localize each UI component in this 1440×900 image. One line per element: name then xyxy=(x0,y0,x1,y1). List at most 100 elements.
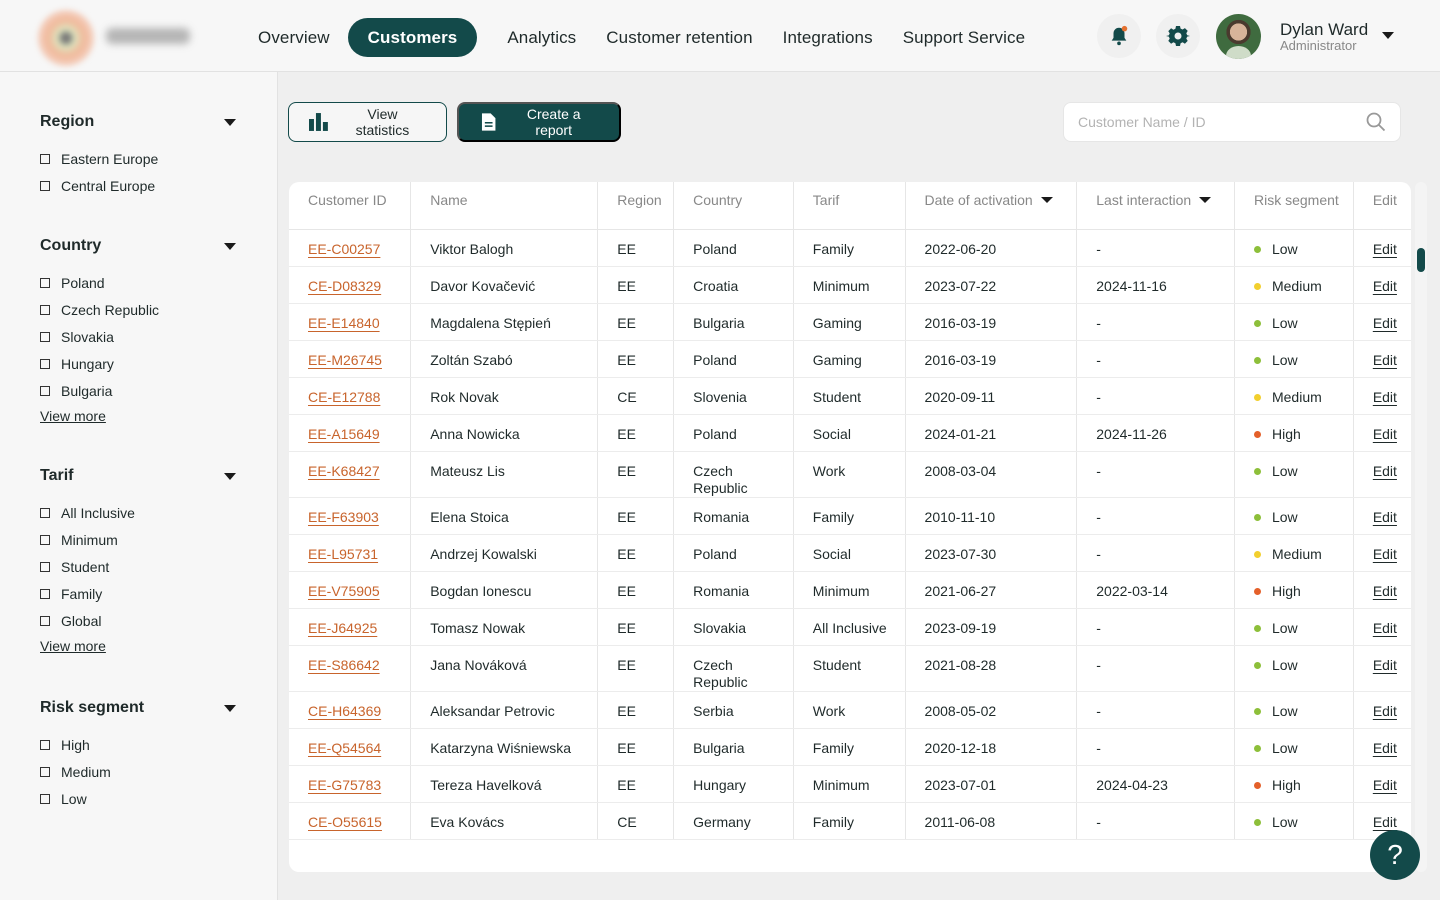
create-report-button[interactable]: Create a report xyxy=(457,102,621,142)
customer-id-link[interactable]: CE-D08329 xyxy=(308,277,382,294)
edit-link[interactable]: Edit xyxy=(1372,425,1397,442)
table-row[interactable]: EE-F63903 Elena Stoica EE Romania Family 2010… xyxy=(289,497,1411,535)
user-menu-chevron-down-icon[interactable] xyxy=(1382,32,1394,39)
nav-customer-retention[interactable]: Customer retention xyxy=(606,28,753,47)
table-row[interactable]: EE-A15649 Anna Nowicka EE Poland Social 2024-… xyxy=(289,414,1411,452)
checkbox[interactable] xyxy=(40,385,50,396)
customer-id-link[interactable]: EE-K68427 xyxy=(308,462,380,479)
customer-id-link[interactable]: EE-G75783 xyxy=(308,776,382,793)
settings-button[interactable] xyxy=(1156,14,1200,58)
table-row[interactable]: CE-O55615 Eva Kovács CE Germany Family 2011-0… xyxy=(289,802,1411,840)
filter-option-hungary[interactable]: Hungary xyxy=(40,350,236,377)
table-row[interactable]: CE-H64369 Aleksandar Petrovic EE Serbia Work… xyxy=(289,691,1411,729)
filter-option-eastern-europe[interactable]: Eastern Europe xyxy=(40,145,236,172)
customer-id-link[interactable]: CE-E12788 xyxy=(308,388,381,405)
edit-link[interactable]: Edit xyxy=(1372,351,1397,368)
filter-option-low[interactable]: Low xyxy=(40,785,236,812)
table-row[interactable]: CE-D08329 Davor Kovačević EE Croatia Minimum… xyxy=(289,266,1411,304)
customer-id-link[interactable]: EE-Q54564 xyxy=(308,739,382,756)
nav-customers[interactable]: Customers xyxy=(347,18,478,57)
filter-option-student[interactable]: Student xyxy=(40,553,236,580)
checkbox[interactable] xyxy=(40,358,50,369)
checkbox[interactable] xyxy=(40,766,50,777)
customer-id-link[interactable]: EE-E14840 xyxy=(308,314,380,331)
filter-option-family[interactable]: Family xyxy=(40,580,236,607)
filter-group-header[interactable]: Country xyxy=(40,236,236,256)
customer-id-link[interactable]: CE-O55615 xyxy=(308,813,382,830)
customer-id-link[interactable]: EE-S86642 xyxy=(308,656,380,673)
brand-logo[interactable] xyxy=(38,10,94,66)
nav-support-service[interactable]: Support Service xyxy=(902,28,1026,47)
edit-link[interactable]: Edit xyxy=(1372,739,1397,756)
user-name[interactable]: Dylan Ward xyxy=(1280,20,1369,39)
customer-id-link[interactable]: CE-H64369 xyxy=(308,702,382,719)
checkbox[interactable] xyxy=(40,588,50,599)
table-row[interactable]: EE-V75905 Bogdan Ionescu EE Romania Minimum 2… xyxy=(289,571,1411,609)
checkbox[interactable] xyxy=(40,534,50,545)
notifications-button[interactable] xyxy=(1097,14,1141,58)
table-row[interactable]: EE-M26745 Zoltán Szabó EE Poland Gaming 2016-… xyxy=(289,340,1411,378)
table-scrollbar-thumb[interactable] xyxy=(1417,248,1425,272)
chevron-down-icon[interactable] xyxy=(224,472,236,480)
edit-link[interactable]: Edit xyxy=(1372,702,1397,719)
edit-link[interactable]: Edit xyxy=(1372,277,1397,294)
filter-option-global[interactable]: Global xyxy=(40,607,236,634)
edit-link[interactable]: Edit xyxy=(1372,582,1397,599)
sort-chevron-down-icon[interactable] xyxy=(1040,197,1053,204)
edit-link[interactable]: Edit xyxy=(1372,656,1397,673)
table-scrollbar-track[interactable] xyxy=(1415,182,1427,872)
checkbox[interactable] xyxy=(40,507,50,518)
filter-option-slovakia[interactable]: Slovakia xyxy=(40,323,236,350)
table-row[interactable]: EE-Q54564 Katarzyna Wiśniewska EE Bulgaria F… xyxy=(289,728,1411,766)
edit-link[interactable]: Edit xyxy=(1372,776,1397,793)
filter-option-minimum[interactable]: Minimum xyxy=(40,526,236,553)
checkbox[interactable] xyxy=(40,793,50,804)
table-row[interactable]: EE-L95731 Andrzej Kowalski EE Poland Social 2… xyxy=(289,534,1411,572)
checkbox[interactable] xyxy=(40,277,50,288)
chevron-down-icon[interactable] xyxy=(224,242,236,250)
filter-option-high[interactable]: High xyxy=(40,731,236,758)
table-row[interactable]: CE-E12788 Rok Novak CE Slovenia Student 2020-… xyxy=(289,377,1411,415)
table-row[interactable]: EE-C00257 Viktor Balogh EE Poland Family 2022… xyxy=(289,229,1411,267)
edit-link[interactable]: Edit xyxy=(1372,388,1397,405)
customer-id-link[interactable]: EE-A15649 xyxy=(308,425,380,442)
nav-integrations[interactable]: Integrations xyxy=(782,28,873,47)
edit-link[interactable]: Edit xyxy=(1372,545,1397,562)
chevron-down-icon[interactable] xyxy=(224,118,236,126)
table-row[interactable]: EE-G75783 Tereza Havelková EE Hungary Minimu… xyxy=(289,765,1411,803)
edit-link[interactable]: Edit xyxy=(1372,619,1397,636)
checkbox[interactable] xyxy=(40,739,50,750)
view-statistics-button[interactable]: View statistics xyxy=(288,102,447,142)
customer-id-link[interactable]: EE-J64925 xyxy=(308,619,378,636)
edit-link[interactable]: Edit xyxy=(1372,240,1397,257)
checkbox[interactable] xyxy=(40,331,50,342)
sort-chevron-down-icon[interactable] xyxy=(1199,197,1212,204)
search-icon[interactable] xyxy=(1366,112,1386,132)
nav-analytics[interactable]: Analytics xyxy=(507,28,577,47)
edit-link[interactable]: Edit xyxy=(1372,462,1397,479)
edit-link[interactable]: Edit xyxy=(1372,813,1397,830)
filter-group-header[interactable]: Region xyxy=(40,112,236,132)
help-button[interactable]: ? xyxy=(1370,830,1420,880)
customer-id-link[interactable]: EE-V75905 xyxy=(308,582,380,599)
customer-id-link[interactable]: EE-F63903 xyxy=(308,508,379,525)
table-row[interactable]: EE-S86642 Jana Nováková EE Czech Republic St… xyxy=(289,645,1411,692)
checkbox[interactable] xyxy=(40,153,50,164)
table-row[interactable]: EE-E14840 Magdalena Stępień EE Bulgaria Gami… xyxy=(289,303,1411,341)
view-more-link[interactable]: View more xyxy=(40,638,106,654)
edit-link[interactable]: Edit xyxy=(1372,508,1397,525)
filter-group-header[interactable]: Risk segment xyxy=(40,698,236,718)
filter-option-all-inclusive[interactable]: All Inclusive xyxy=(40,499,236,526)
customer-id-link[interactable]: EE-L95731 xyxy=(308,545,379,562)
column-header-date-of-activation[interactable]: Date of activation xyxy=(905,182,1078,230)
customer-id-link[interactable]: EE-C00257 xyxy=(308,240,381,257)
edit-link[interactable]: Edit xyxy=(1372,314,1397,331)
filter-option-medium[interactable]: Medium xyxy=(40,758,236,785)
checkbox[interactable] xyxy=(40,615,50,626)
nav-overview[interactable]: Overview xyxy=(258,28,330,47)
column-header-last-interaction[interactable]: Last interaction xyxy=(1076,182,1235,230)
filter-option-poland[interactable]: Poland xyxy=(40,269,236,296)
customer-id-link[interactable]: EE-M26745 xyxy=(308,351,382,368)
search-input[interactable] xyxy=(1078,114,1338,130)
table-row[interactable]: EE-K68427 Mateusz Lis EE Czech Republic Work… xyxy=(289,451,1411,498)
